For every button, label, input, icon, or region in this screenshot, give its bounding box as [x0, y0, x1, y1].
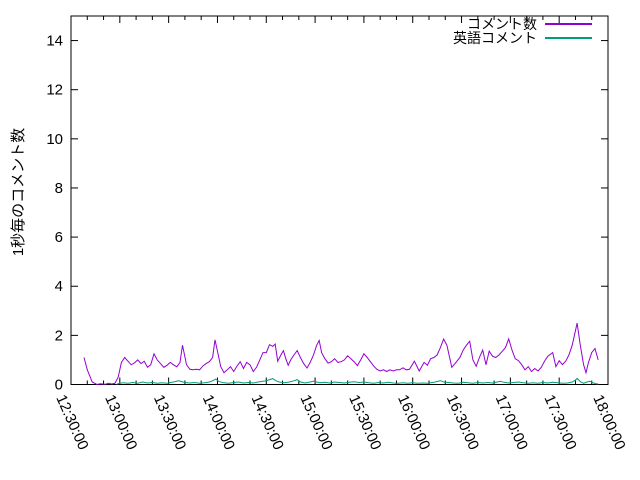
- x-tick-label: 15:00:00: [296, 392, 335, 452]
- x-tick-label: 12:30:00: [52, 392, 91, 452]
- y-axis-title: 1秒毎のコメント数: [10, 127, 27, 257]
- y-tick-label: 12: [46, 82, 63, 99]
- legend-line-english-comments-icon: [545, 37, 592, 39]
- x-tick-label: 16:00:00: [394, 392, 433, 452]
- x-tick-label: 17:00:00: [492, 392, 531, 452]
- y-tick-label: 8: [55, 180, 63, 197]
- x-tick-label: 14:00:00: [199, 392, 238, 452]
- x-tick-label: 13:00:00: [101, 392, 140, 452]
- x-tick-label: 14:30:00: [248, 392, 287, 452]
- y-tick-label: 0: [55, 377, 63, 394]
- legend-item-comment-count: コメント数: [453, 16, 592, 32]
- x-tick-label: 13:30:00: [150, 392, 189, 452]
- plot-border: [70, 15, 609, 385]
- y-tick-label: 6: [55, 229, 63, 246]
- y-tick-label: 14: [46, 33, 63, 50]
- x-tick-label: 18:00:00: [589, 392, 628, 452]
- legend-label-comment-count: コメント数: [467, 16, 537, 32]
- legend: コメント数 英語コメント: [453, 16, 592, 46]
- series-line-0: [83, 322, 599, 386]
- legend-line-comment-count-icon: [545, 23, 592, 25]
- x-tick-label: 17:30:00: [541, 392, 580, 452]
- x-tick-label: 16:30:00: [443, 392, 482, 452]
- series-line-1: [116, 377, 599, 385]
- x-tick-label: 15:30:00: [345, 392, 384, 452]
- legend-item-english-comments: 英語コメント: [453, 30, 592, 46]
- legend-label-english-comments: 英語コメント: [453, 30, 537, 46]
- y-tick-label: 2: [55, 327, 63, 344]
- y-tick-label: 4: [55, 278, 63, 295]
- y-tick-label: 10: [46, 131, 63, 148]
